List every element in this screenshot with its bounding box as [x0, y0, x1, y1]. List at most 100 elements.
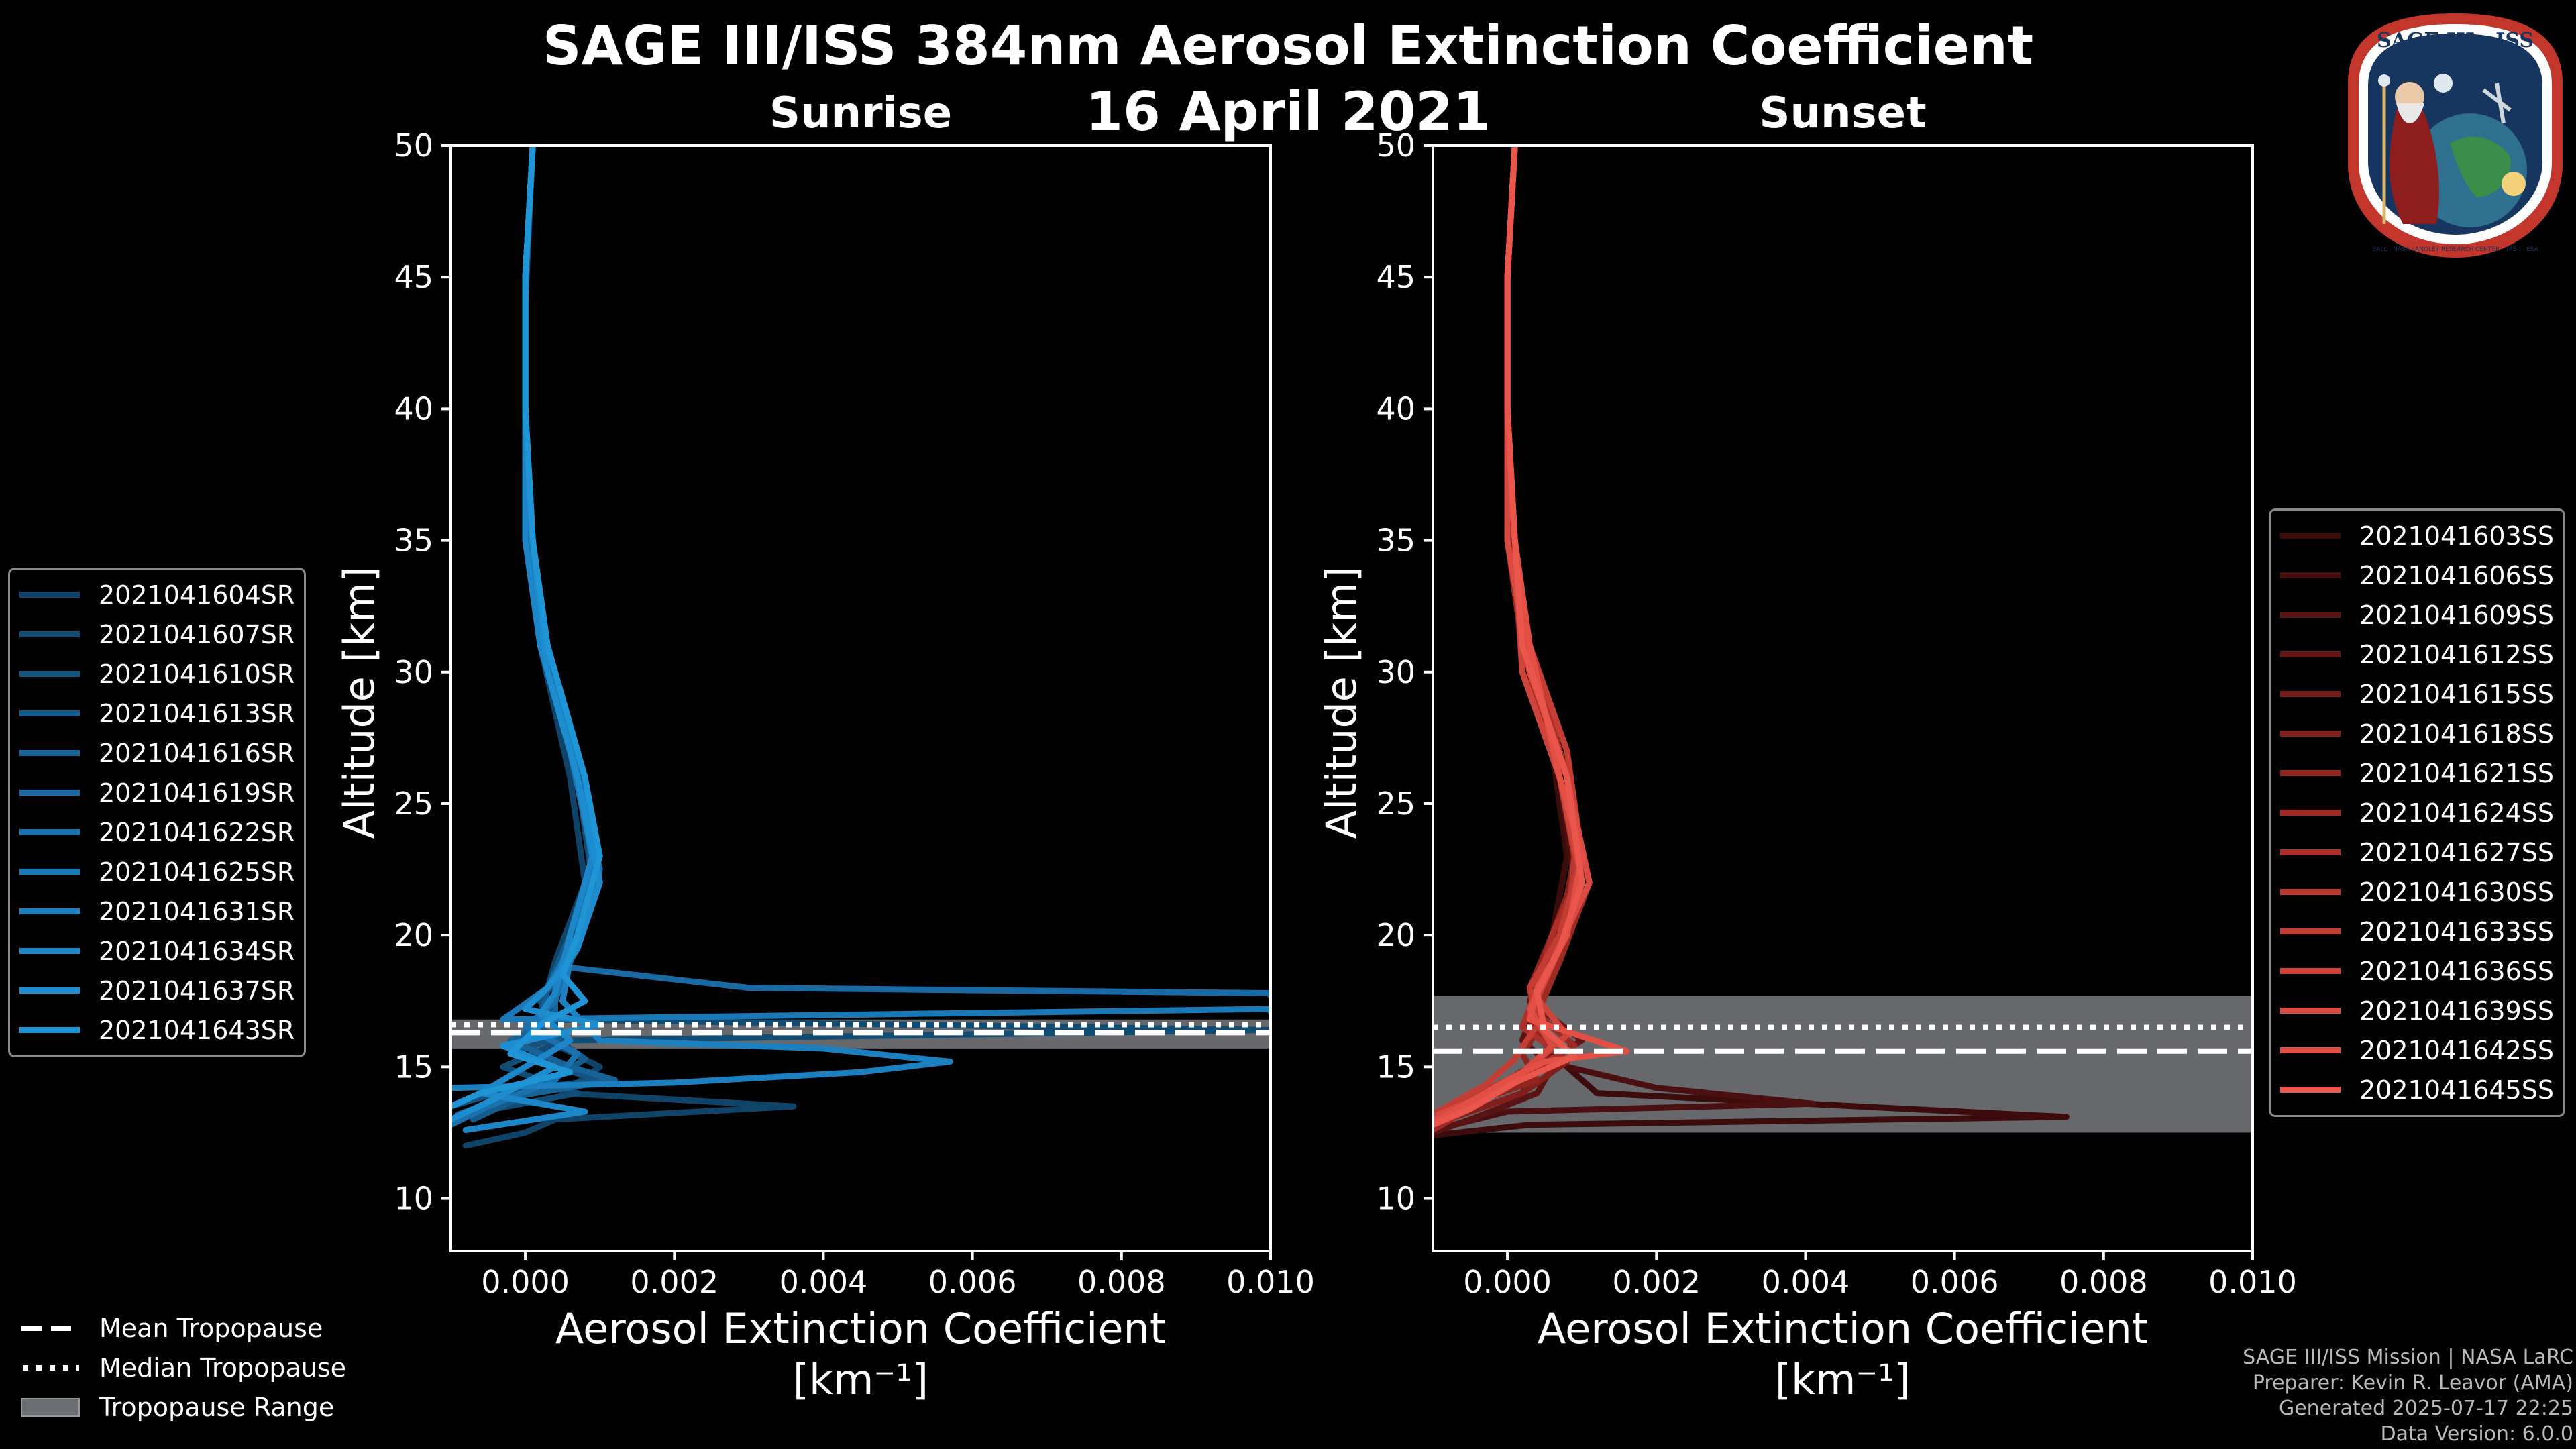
- x-tick-label: 0.002: [630, 1264, 718, 1300]
- legend-label: 2021041642SS: [2359, 1035, 2555, 1065]
- legend-swatch: [2280, 691, 2341, 697]
- sunset-frame: [1432, 144, 2254, 1252]
- y-tick-label: 35: [394, 523, 433, 559]
- sunrise-panel-title: Sunrise: [769, 89, 953, 138]
- legend-label: Mean Tropopause: [99, 1313, 323, 1343]
- legend-label: Tropopause Range: [99, 1392, 335, 1422]
- sage-iii-iss-logo-icon: SAGE III · ISS BALL · NASA LANGLEY RESEA…: [2348, 13, 2563, 258]
- legend-swatch: [2280, 731, 2341, 737]
- legend-swatch: [2280, 1047, 2341, 1053]
- y-tick-label: 40: [1376, 390, 1415, 427]
- legend-mean-tropopause: Mean Tropopause: [20, 1308, 346, 1348]
- series-line-2021041636SS: [1437, 146, 1585, 1123]
- legend-entry: 2021041631SR: [19, 892, 294, 931]
- y-tick-label: 40: [394, 390, 433, 427]
- x-tick-label: 0.008: [2059, 1264, 2148, 1300]
- y-tick-label: 50: [1376, 127, 1415, 164]
- legend-entry: 2021041609SS: [2280, 595, 2554, 635]
- legend-label: 2021041610SR: [99, 659, 295, 689]
- x-tick-label: 0.004: [780, 1264, 868, 1300]
- legend-median-tropopause: Median Tropopause: [20, 1348, 346, 1387]
- sunrise-frame: [449, 144, 1272, 1252]
- legend-entry: 2021041610SR: [19, 654, 294, 694]
- legend-swatch: [19, 829, 80, 835]
- legend-swatch: [2280, 968, 2341, 974]
- legend-swatch: [2280, 612, 2341, 618]
- x-tick-label: 0.006: [1911, 1264, 1999, 1300]
- legend-entry: 2021041633SS: [2280, 912, 2554, 951]
- y-axis-label: Altitude [km]: [1317, 566, 1366, 839]
- legend-label: 2021041633SS: [2359, 916, 2555, 947]
- series-line-2021041627SS: [1444, 146, 1585, 1118]
- legend-swatch: [19, 987, 80, 994]
- legend-swatch: [19, 710, 80, 716]
- legend-entry: 2021041636SS: [2280, 951, 2554, 991]
- series-line-2021041612SS: [1444, 146, 1585, 1123]
- y-tick-label: 20: [394, 917, 433, 953]
- legend-swatch: [19, 869, 80, 875]
- legend-entry: 2021041621SS: [2280, 753, 2554, 793]
- svg-text:SAGE III · ISS: SAGE III · ISS: [2377, 29, 2534, 52]
- x-axis-unit: [km⁻¹]: [793, 1355, 928, 1404]
- x-tick-label: 0.000: [1463, 1264, 1552, 1300]
- sunset-legend: 2021041603SS 2021041606SS 2021041609SS 2021…: [2269, 508, 2566, 1117]
- legend-label: 2021041622SR: [99, 817, 295, 847]
- y-tick-label: 10: [1376, 1181, 1415, 1217]
- x-tick-label: 0.002: [1612, 1264, 1701, 1300]
- legend-entry: 2021041625SR: [19, 852, 294, 892]
- y-tick-label: 15: [1376, 1049, 1415, 1085]
- x-axis-unit: [km⁻¹]: [1775, 1355, 1911, 1404]
- legend-label: Median Tropopause: [99, 1352, 346, 1383]
- legend-label: 2021041603SS: [2359, 521, 2555, 551]
- legend-entry: 2021041627SS: [2280, 833, 2554, 872]
- legend-entry: 2021041618SS: [2280, 714, 2554, 753]
- series-line-2021041625SR: [500, 146, 1271, 1023]
- legend-label: 2021041609SS: [2359, 600, 2555, 630]
- legend-entry: 2021041603SS: [2280, 516, 2554, 555]
- svg-text:BALL · NASA LANGLEY RESEARCH C: BALL · NASA LANGLEY RESEARCH CENTER · TA…: [2372, 246, 2539, 253]
- x-axis-label: Aerosol Extinction Coefficient: [1538, 1304, 2148, 1353]
- legend-swatch: [19, 631, 80, 637]
- y-tick-label: 15: [394, 1049, 433, 1085]
- series-line-2021041634SR: [462, 146, 596, 1133]
- legend-entry: 2021041615SS: [2280, 674, 2554, 714]
- legend-entry: 2021041612SS: [2280, 635, 2554, 674]
- x-tick-label: 0.010: [1226, 1264, 1315, 1300]
- credit-line: Preparer: Kevin R. Leavor (AMA): [2252, 1371, 2573, 1395]
- series-line-2021041606SS: [1433, 146, 1817, 1133]
- y-tick-label: 30: [394, 654, 433, 690]
- legend-label: 2021041624SS: [2359, 798, 2555, 828]
- legend-swatch: [19, 671, 80, 677]
- legend-entry: 2021041616SR: [19, 733, 294, 773]
- x-tick-label: 0.006: [928, 1264, 1017, 1300]
- y-tick-label: 50: [394, 127, 433, 164]
- tropopause-legend: Mean Tropopause Median Tropopause Tropop…: [20, 1308, 346, 1427]
- sunrise-plot-area: [451, 146, 1271, 1149]
- sunset-panel-title: Sunset: [1759, 89, 1927, 138]
- y-tick-label: 30: [1376, 654, 1415, 690]
- legend-swatch: [2280, 770, 2341, 776]
- legend-label: 2021041627SS: [2359, 837, 2555, 867]
- legend-entry: 2021041606SS: [2280, 555, 2554, 595]
- legend-entry: 2021041613SR: [19, 694, 294, 733]
- y-tick-label: 25: [1376, 786, 1415, 822]
- legend-entry: 2021041634SR: [19, 931, 294, 971]
- series-line-2021041639SS: [1433, 146, 1593, 1120]
- legend-swatch: [19, 908, 80, 914]
- credits: SAGE III/ISS Mission | NASA LaRC Prepare…: [2243, 1345, 2573, 1447]
- x-tick-label: 0.010: [2208, 1264, 2297, 1300]
- legend-swatch: [19, 750, 80, 756]
- series-line-2021041604SR: [462, 146, 797, 1149]
- series-line-2021041643SR: [451, 146, 603, 1110]
- legend-swatch: [19, 1027, 80, 1033]
- legend-label: 2021041615SS: [2359, 679, 2555, 709]
- legend-entry: 2021041643SR: [19, 1010, 294, 1050]
- legend-entry: 2021041622SR: [19, 812, 294, 852]
- legend-swatch: [2280, 1008, 2341, 1014]
- legend-swatch: [19, 592, 80, 598]
- legend-label: 2021041645SS: [2359, 1075, 2555, 1105]
- series-line-2021041619SR: [522, 146, 1271, 999]
- y-tick-label: 35: [1376, 523, 1415, 559]
- legend-entry: 2021041630SS: [2280, 872, 2554, 912]
- chart-date: 16 April 2021: [1085, 80, 1491, 143]
